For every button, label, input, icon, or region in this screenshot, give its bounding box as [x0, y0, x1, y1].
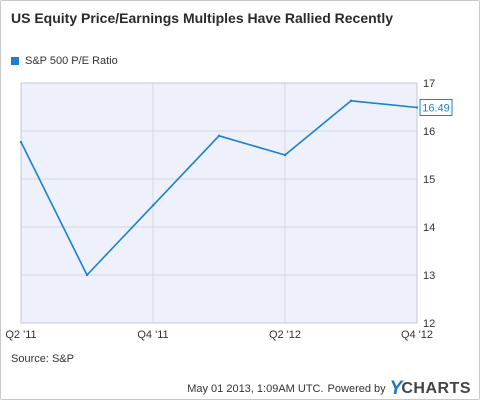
chart-title: US Equity Price/Earnings Multiples Have … — [11, 10, 394, 26]
data-point — [349, 99, 353, 102]
legend-swatch — [11, 57, 19, 65]
data-point — [217, 134, 221, 137]
data-point — [85, 273, 89, 277]
y-tick-label: 13 — [423, 270, 435, 282]
y-tick-label: 17 — [423, 78, 435, 90]
footer-attribution: May 01 2013, 1:09AM UTC. Powered by Y CH… — [187, 378, 471, 400]
ycharts-logo-text: CHARTS — [401, 380, 471, 397]
last-value-label: 16.49 — [422, 102, 450, 114]
x-tick-label: Q4 '11 — [137, 329, 168, 341]
data-point — [151, 204, 155, 207]
source-note: Source: S&P — [11, 353, 74, 365]
plot-border — [20, 82, 418, 324]
data-point — [415, 106, 419, 109]
ycharts-logo-y: Y — [389, 378, 403, 399]
ycharts-logo[interactable]: Y CHARTS — [390, 378, 471, 400]
y-tick-label: 15 — [423, 174, 435, 186]
y-tick-label: 14 — [423, 222, 435, 234]
x-tick-label: Q2 '11 — [5, 329, 36, 341]
plot-area — [21, 83, 417, 323]
legend[interactable]: S&P 500 P/E Ratio — [11, 55, 118, 67]
y-tick-label: 16 — [423, 126, 435, 138]
data-point — [19, 140, 23, 144]
legend-label: S&P 500 P/E Ratio — [25, 55, 118, 67]
x-tick-label: Q4 '12 — [401, 329, 433, 341]
powered-by-text: Powered by — [327, 383, 386, 395]
last-value-box — [419, 98, 453, 116]
x-tick-label: Q2 '12 — [269, 329, 301, 341]
y-tick-label: 12 — [423, 318, 435, 330]
data-point — [283, 153, 287, 157]
timestamp: May 01 2013, 1:09AM UTC. — [187, 383, 324, 395]
